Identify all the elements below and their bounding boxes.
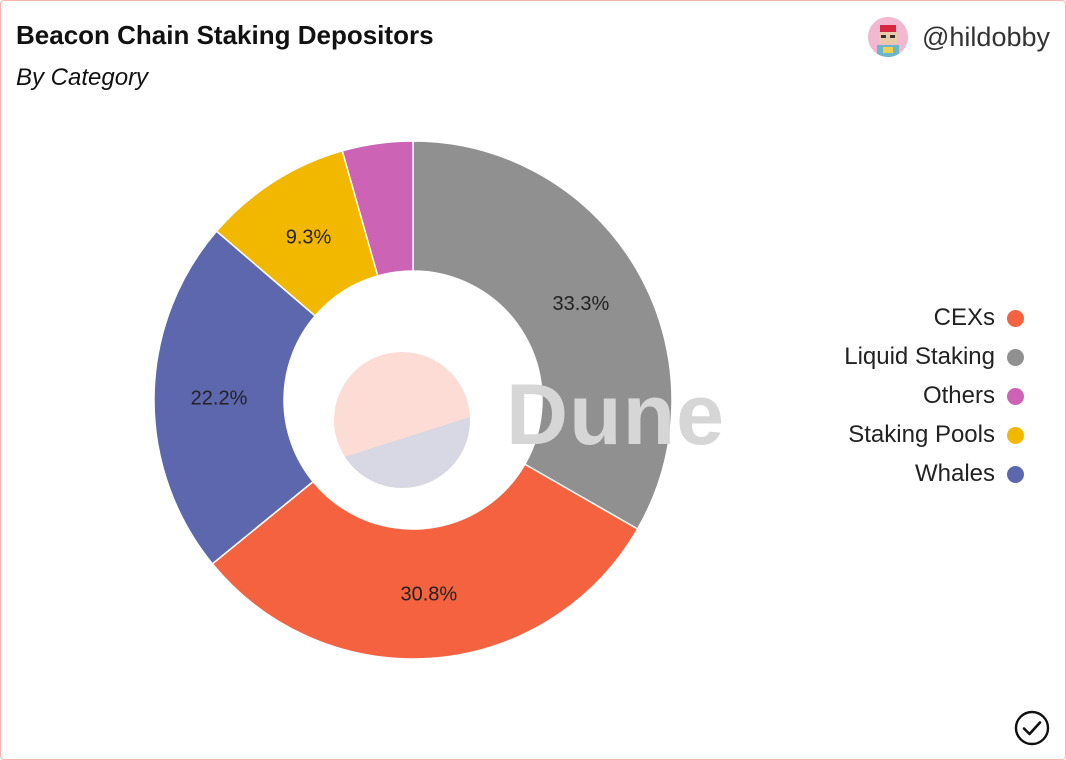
legend-item-others[interactable]: Others — [923, 382, 1024, 410]
chart-legend: CEXs Liquid Staking Others Staking Pools Wha… — [844, 304, 1024, 488]
data-label-liquid-staking: 33.3% — [553, 293, 610, 315]
avatar-icon — [868, 17, 908, 57]
slice-others[interactable] — [341, 140, 414, 277]
data-label-cexs: 30.8% — [400, 583, 457, 605]
check-circle-icon[interactable] — [1014, 710, 1050, 746]
legend-swatch — [1007, 309, 1024, 327]
author-name[interactable]: @hildobby — [922, 21, 1050, 52]
legend-label: Whales — [914, 460, 995, 487]
slice-whales[interactable] — [153, 230, 317, 565]
legend-label: Liquid Staking — [844, 343, 995, 370]
slice-liquid-staking[interactable] — [412, 140, 673, 531]
legend-label: CEXs — [933, 304, 995, 331]
author-badge[interactable]: @hildobby — [868, 17, 1050, 57]
data-label-staking-pools: 9.3% — [286, 227, 332, 249]
dune-logo-icon — [334, 352, 471, 488]
legend-item-whales[interactable]: Whales — [915, 460, 1024, 488]
legend-swatch — [1007, 426, 1024, 444]
slice-cexs[interactable] — [211, 463, 639, 660]
legend-item-staking-pools[interactable]: Staking Pools — [848, 421, 1024, 449]
legend-label: Staking Pools — [848, 421, 995, 448]
legend-item-cexs[interactable]: CEXs — [934, 304, 1024, 332]
chart-subtitle: By Category — [16, 64, 149, 91]
dune-watermark: Dune — [506, 367, 725, 463]
legend-swatch — [1007, 348, 1024, 366]
legend-swatch — [1007, 387, 1024, 405]
legend-swatch — [1007, 465, 1024, 483]
legend-item-liquid-staking[interactable]: Liquid Staking — [844, 343, 1024, 371]
legend-label: Others — [922, 382, 995, 409]
data-label-whales: 22.2% — [191, 388, 248, 410]
chart-title: Beacon Chain Staking Depositors — [16, 20, 434, 50]
